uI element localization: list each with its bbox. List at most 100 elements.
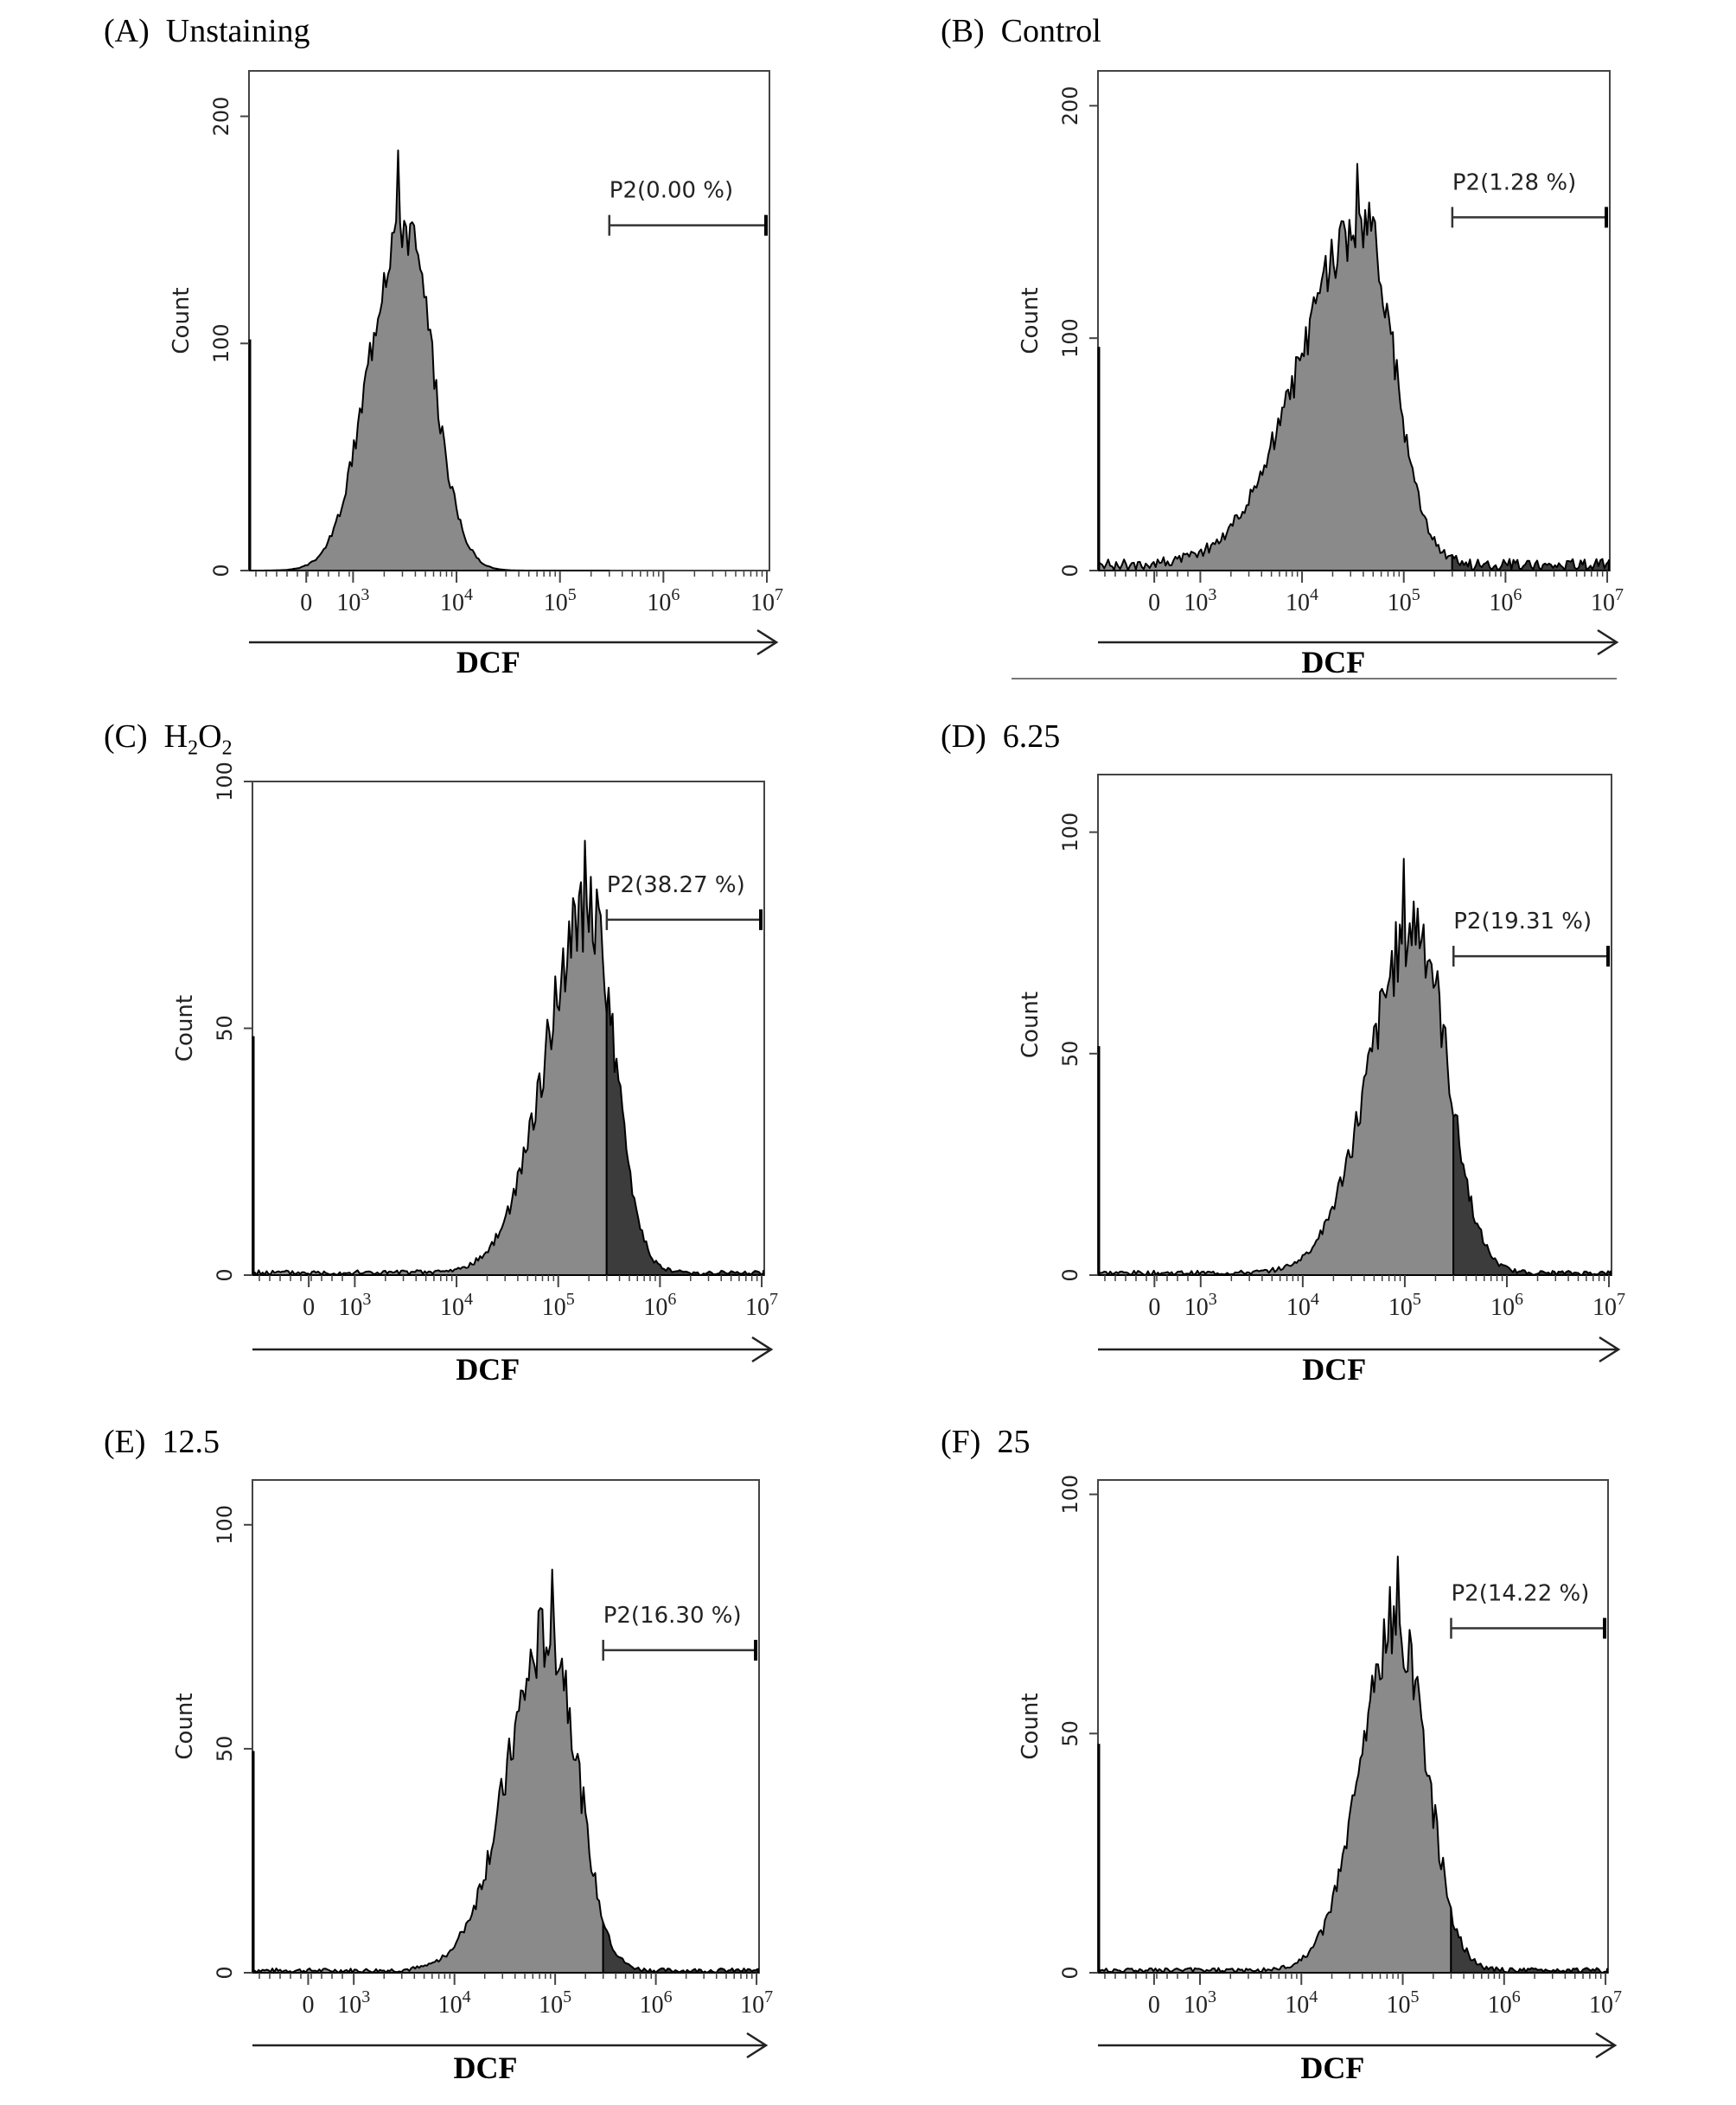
histogram-d: 0 50 100 Count 0 103 104 105 106 107 P2(19.31 %) DC… <box>1018 774 1625 1387</box>
panel-f-ytick-label-0: 0 <box>1058 1966 1082 1979</box>
panel-f-xtick-label-0: 0 <box>1148 1992 1160 2019</box>
panel-b-ylabel: Count <box>1018 287 1044 354</box>
panel-d-title: (D) 6.25 <box>941 718 1060 756</box>
panel-a-ytick-label-0: 0 <box>209 564 233 577</box>
panel-c-ytick-label-0: 0 <box>213 1268 237 1281</box>
panel-e-xtick-label-0: 0 <box>302 1992 314 2019</box>
panel-a-ytick-label-2: 200 <box>209 97 233 137</box>
panel-c-letter: (C) <box>104 718 148 755</box>
panel-b-xtick-label-3: 105 <box>1388 585 1420 616</box>
panel-a-x-arrow-head <box>756 628 779 656</box>
panel-e-ylabel: Count <box>172 1693 198 1759</box>
panel-e-xtick-label-3: 105 <box>539 1987 571 2019</box>
panel-d-name: 6.25 <box>1002 718 1061 755</box>
panel-d-ytick-label-1: 50 <box>1058 1041 1082 1068</box>
panel-a-xtick-label-3: 105 <box>544 585 577 616</box>
panel-f-xlabel: DCF <box>1300 2051 1364 2085</box>
panel-c-xtick-label-4: 106 <box>643 1290 676 1321</box>
panel-e-gated-area <box>602 1921 759 1974</box>
panel-d-xtick-label-3: 105 <box>1388 1290 1421 1321</box>
panel-d-letter: (D) <box>941 718 986 755</box>
panel-b-xtick-label-5: 107 <box>1591 585 1624 616</box>
panel-e-title: (E) 12.5 <box>104 1423 220 1461</box>
histogram-b: 0 100 200 Count 0 103 104 105 106 107 P2(1.28 %) DC… <box>1018 70 1624 679</box>
panel-c-gated-area <box>605 986 764 1276</box>
panel-a-xtick-label-1: 103 <box>336 585 369 616</box>
panel-b-ytick-label-1: 100 <box>1058 318 1082 358</box>
panel-b-histogram-area <box>1098 163 1453 571</box>
panel-e-xlabel: DCF <box>454 2051 518 2085</box>
panel-e-gate-label: P2(16.30 %) <box>603 1603 742 1629</box>
panel-f-ytick-label-2: 100 <box>1058 1475 1082 1515</box>
panel-e-xtick-label-5: 107 <box>740 1987 773 2019</box>
panel-c-x-arrow-head <box>751 1336 774 1363</box>
panel-e-xtick-label-2: 104 <box>438 1987 471 2019</box>
panel-d-gated-area <box>1452 1113 1612 1276</box>
panel-a-letter: (A) <box>104 13 150 49</box>
panel-a-name: Unstaining <box>165 13 310 49</box>
panel-b-x-arrow-head <box>1597 628 1619 656</box>
panel-a-histogram-area <box>249 149 610 571</box>
panel-b-gate-label: P2(1.28 %) <box>1452 169 1576 195</box>
panel-e-ytick-label-2: 100 <box>213 1505 237 1545</box>
panel-a-ylabel: Count <box>169 287 195 354</box>
panel-d-xtick-label-4: 106 <box>1490 1290 1523 1321</box>
panel-e: (E) 12.5 0 50 100 Count 0 103 104 105 106 107 P2(1… <box>0 1411 813 2085</box>
panel-d-xtick-label-5: 107 <box>1592 1290 1625 1321</box>
panel-c-xtick-label-5: 107 <box>745 1290 778 1321</box>
panel-f-xtick-label-1: 103 <box>1184 1987 1216 2019</box>
panel-e-ytick-label-1: 50 <box>213 1736 237 1763</box>
panel-c: (C) H2O2 0 50 100 Count 0 103 104 105 106 107 P2(3… <box>0 705 813 1387</box>
panel-f-ylabel: Count <box>1018 1693 1044 1759</box>
panel-e-xtick-label-4: 106 <box>640 1987 673 2019</box>
panel-d-xtick-label-1: 103 <box>1184 1290 1217 1321</box>
panel-a-xlabel: DCF <box>456 645 520 679</box>
panel-b-gated-area <box>1451 554 1610 571</box>
panel-d-histogram-area <box>1098 858 1455 1276</box>
panel-b-xtick-label-0: 0 <box>1148 590 1160 616</box>
panel-c-formula: H2O2 <box>163 718 233 760</box>
panel-c-title: (C) H2O2 <box>104 718 233 761</box>
panel-a-ytick-label-1: 100 <box>209 323 233 363</box>
panel-b-xtick-label-2: 104 <box>1286 585 1318 616</box>
panel-a-title: (A) Unstaining <box>104 12 310 50</box>
panel-f-xtick-label-4: 106 <box>1488 1987 1521 2019</box>
panel-f-xtick-label-3: 105 <box>1387 1987 1420 2019</box>
panel-c-ytick-label-2: 100 <box>213 762 237 801</box>
panel-b-ytick-label-2: 200 <box>1058 86 1082 125</box>
panel-f-ytick-label-1: 50 <box>1058 1720 1082 1747</box>
panel-a: (A) Unstaining 0 100 200 Count 0 103 104 105 106… <box>0 0 813 679</box>
panel-b-name: Control <box>1000 13 1101 49</box>
panel-a-xtick-label-2: 104 <box>440 585 473 616</box>
panel-c-xtick-label-2: 104 <box>440 1290 473 1321</box>
panel-e-letter: (E) <box>104 1424 146 1460</box>
panel-a-plot-frame <box>248 70 770 571</box>
panel-d-xlabel: DCF <box>1302 1352 1366 1387</box>
histogram-c: 0 50 100 Count 0 103 104 105 106 107 P2(38.27 %) DC… <box>172 762 778 1387</box>
panel-f-x-arrow-head <box>1595 2032 1618 2059</box>
panel-divider <box>1012 678 1617 679</box>
panel-f-histogram-area <box>1098 1555 1452 1974</box>
panel-c-plot-frame <box>252 781 765 1276</box>
panel-c-histogram-area <box>252 839 608 1276</box>
panel-d-ytick-label-0: 0 <box>1058 1268 1082 1281</box>
panel-b-xlabel: DCF <box>1301 645 1365 679</box>
panel-e-x-arrow-head <box>746 2032 769 2059</box>
panel-d-ylabel: Count <box>1018 992 1044 1058</box>
panel-e-name: 12.5 <box>162 1424 220 1460</box>
panel-d-gate-label: P2(19.31 %) <box>1453 909 1592 934</box>
histogram-a: 0 100 200 Count 0 103 104 105 106 107 P2(0.00 %) DC… <box>169 70 783 679</box>
panel-c-ytick-label-1: 50 <box>213 1015 237 1042</box>
panel-d-ytick-label-2: 100 <box>1058 813 1082 852</box>
panel-e-ytick-label-0: 0 <box>213 1966 237 1979</box>
panel-d-x-arrow-head <box>1599 1336 1621 1363</box>
panel-a-xtick-label-4: 106 <box>647 585 680 616</box>
panel-d-xtick-label-0: 0 <box>1148 1294 1160 1321</box>
panel-f-xtick-label-2: 104 <box>1285 1987 1318 2019</box>
panel-b-xtick-label-4: 106 <box>1489 585 1522 616</box>
panel-c-ylabel: Count <box>172 995 198 1062</box>
panel-c-xlabel: DCF <box>456 1352 520 1387</box>
panel-f-name: 25 <box>997 1424 1031 1460</box>
panel-b-title: (B) Control <box>941 12 1101 50</box>
panel-e-histogram-area <box>252 1568 604 1974</box>
